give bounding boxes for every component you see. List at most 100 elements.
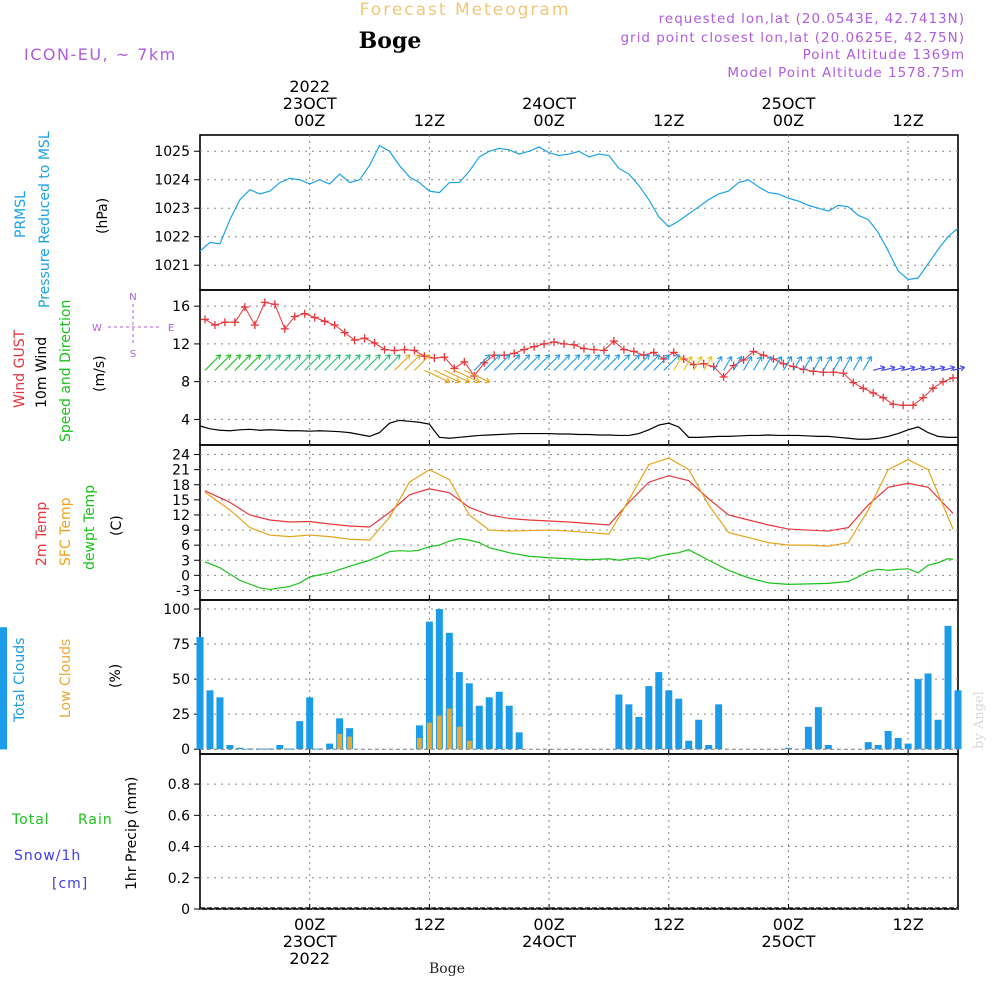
top-time-label: 23OCT — [283, 94, 337, 113]
gust-point — [899, 401, 908, 410]
gust-point — [839, 369, 848, 378]
wind-arrow-icon — [792, 355, 803, 371]
gust-point — [300, 309, 309, 318]
wind-arrow-icon — [583, 354, 601, 371]
total-clouds-bar — [505, 705, 513, 750]
total-clouds-bar — [705, 744, 713, 750]
gust-point — [749, 347, 758, 356]
gust-point — [430, 354, 439, 363]
total-clouds-bar — [635, 716, 643, 750]
gust-point — [579, 344, 588, 353]
gust-point — [659, 355, 668, 364]
wind-10m-label: 10m Wind — [34, 337, 50, 408]
gust-point — [390, 346, 399, 355]
low-clouds-bar — [416, 737, 422, 750]
gust-point — [669, 348, 678, 357]
temp-unit: (C) — [109, 515, 125, 536]
wind-arrow-icon — [274, 354, 291, 371]
gust-point — [200, 315, 209, 324]
total-clouds-bar — [266, 748, 274, 750]
wind-arrow-icon — [404, 354, 421, 371]
gust-point — [589, 345, 598, 354]
wind-arrow-icon — [374, 354, 391, 371]
total-clouds-bar — [675, 698, 683, 750]
gust-point — [949, 373, 958, 382]
sfc-temp-label: SFC Temp — [58, 497, 74, 566]
total-clouds-bar — [226, 744, 234, 750]
gust-point — [290, 312, 299, 321]
y-tick-label: 0.6 — [168, 808, 190, 824]
wind-arrow-icon — [384, 354, 401, 371]
y-tick-label: 0 — [181, 568, 190, 584]
wind-arrow-icon — [503, 354, 521, 371]
wind-arrow-icon — [773, 355, 783, 371]
total-clouds-bar — [884, 730, 892, 750]
y-tick-label: 15 — [172, 493, 190, 509]
total-clouds-bar — [286, 748, 294, 750]
total-clouds-bar — [685, 740, 693, 750]
wind-arrow-icon — [324, 354, 341, 371]
snow-unit-label: [cm] — [52, 876, 88, 892]
wind-arrow-icon — [753, 355, 763, 371]
total-clouds-bar — [695, 719, 703, 750]
wind-arrow-icon — [314, 354, 331, 371]
total-clouds-bar — [465, 683, 473, 750]
wind-arrow-icon — [903, 365, 916, 372]
y-tick-label: -3 — [176, 583, 190, 599]
bottom-time-label: 00Z — [533, 915, 564, 934]
y-tick-label: 100 — [163, 602, 190, 618]
gust-point — [939, 377, 948, 386]
total-clouds-bar — [625, 704, 633, 750]
gust-point — [929, 384, 938, 393]
total-clouds-bar — [864, 742, 872, 750]
y-tick-label: 1021 — [154, 258, 190, 274]
y-tick-label: 50 — [172, 672, 190, 688]
wind-arrow-icon — [204, 354, 222, 371]
total-clouds-bar — [665, 690, 673, 750]
wind-arrow-icon — [673, 355, 683, 371]
precip-axis-label: 1hr Precip (mm) — [124, 777, 140, 890]
wind-arrow-icon — [244, 354, 261, 371]
gust-point — [240, 303, 249, 312]
gust-point — [310, 313, 319, 322]
total-clouds-bar — [934, 719, 942, 750]
gust-point — [440, 353, 449, 362]
top-time-label: 2022 — [289, 77, 330, 96]
wind-arrow-icon — [434, 369, 461, 384]
y-tick-label: 21 — [172, 463, 190, 479]
credit-watermark: by Angel — [972, 691, 987, 749]
top-time-label: 00Z — [294, 111, 325, 130]
gust-point — [280, 324, 289, 333]
snow-label: Snow/1h — [14, 848, 81, 864]
wind-arrow-icon — [414, 354, 431, 371]
dewpt-label: dewpt Temp — [82, 485, 98, 570]
gust-point — [270, 300, 279, 309]
gust-point — [560, 339, 569, 348]
total-clouds-bar — [206, 690, 214, 750]
gust-point — [460, 357, 469, 366]
bottom-time-label: 12Z — [892, 915, 923, 934]
total-clouds-bar — [425, 621, 433, 750]
wind-arrow-icon — [553, 354, 571, 371]
model-altitude: Model Point Altitude 1578.75m — [727, 65, 965, 81]
clouds-unit: (%) — [108, 664, 124, 688]
gust-point — [510, 349, 519, 358]
pressure-frame — [199, 134, 959, 291]
wind-arrow-icon — [573, 354, 591, 371]
wind-arrow-icon — [563, 354, 581, 371]
low-clouds-bar — [466, 740, 472, 750]
gust-point — [889, 400, 898, 409]
wind-arrow-icon — [444, 369, 471, 384]
gust-point — [260, 298, 269, 307]
t2m-label: 2m Temp — [34, 502, 50, 566]
bottom-time-label: 12Z — [414, 915, 445, 934]
low-clouds-label: Low Clouds — [58, 639, 74, 718]
compass-e: E — [168, 323, 174, 334]
y-tick-label: 3 — [181, 553, 190, 569]
y-tick-label: 1024 — [154, 173, 190, 189]
y-tick-label: 6 — [181, 538, 190, 554]
gust-point — [759, 351, 768, 360]
total-clouds-bar — [236, 747, 244, 750]
wind-arrow-icon — [603, 354, 621, 371]
total-clouds-bar — [914, 679, 922, 750]
